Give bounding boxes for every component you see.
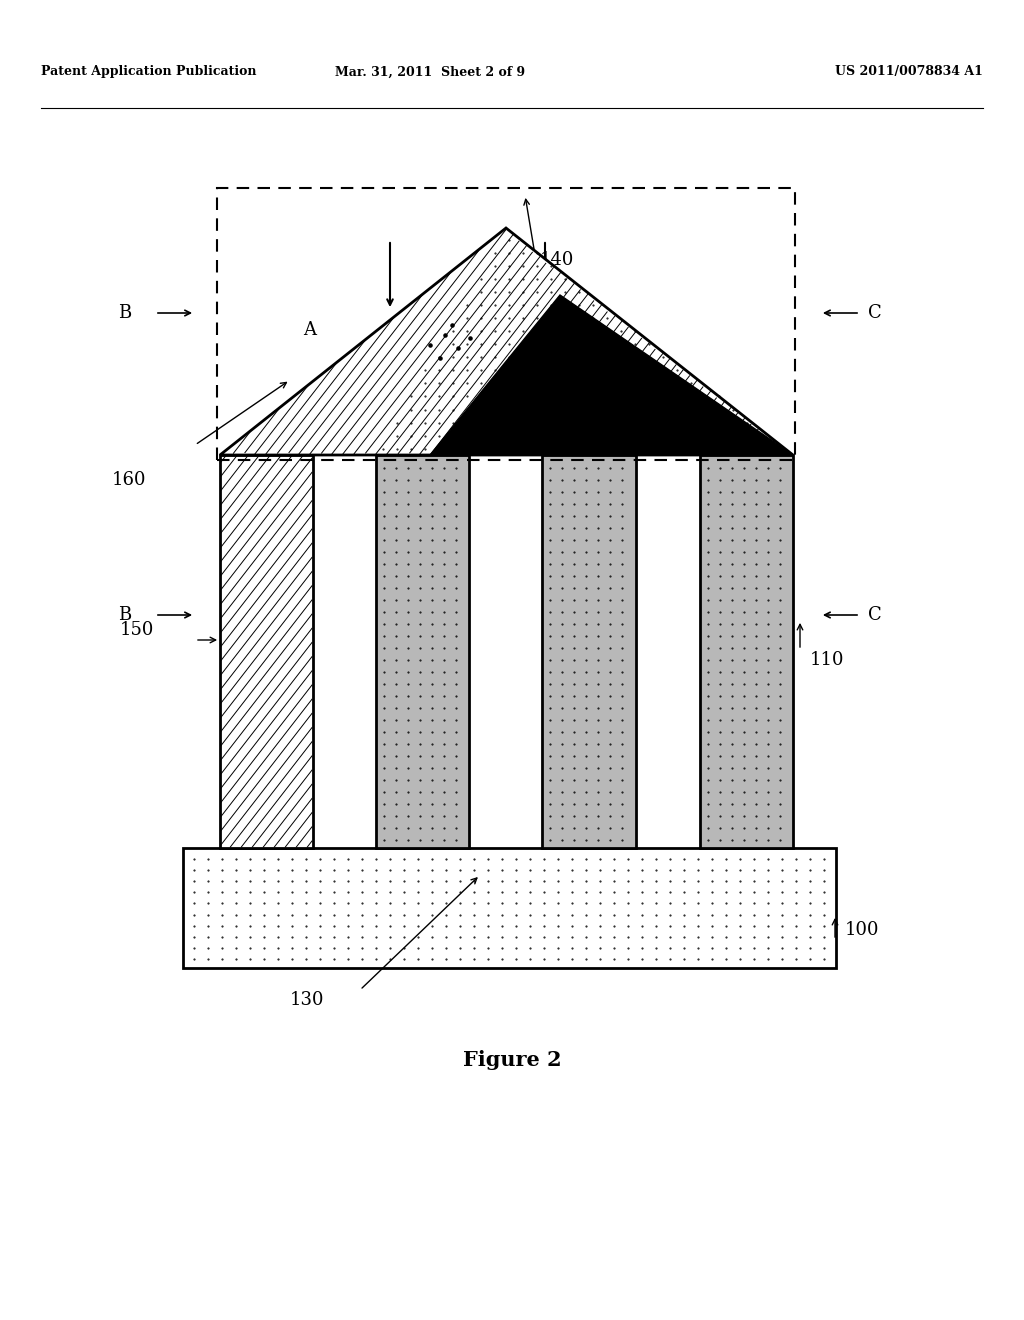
- Text: B: B: [119, 606, 132, 624]
- Text: 160: 160: [112, 471, 146, 488]
- Bar: [217, 187, 795, 459]
- Polygon shape: [220, 228, 793, 455]
- Text: 110: 110: [810, 651, 845, 669]
- Bar: [700, 455, 793, 847]
- Text: 140: 140: [540, 251, 574, 269]
- Text: Figure 2: Figure 2: [463, 1049, 561, 1071]
- Bar: [542, 455, 636, 847]
- Text: A: A: [303, 321, 316, 339]
- Text: 130: 130: [290, 991, 325, 1008]
- Text: 150: 150: [120, 620, 155, 639]
- Text: Patent Application Publication: Patent Application Publication: [41, 66, 256, 78]
- Text: 120: 120: [745, 491, 779, 510]
- Text: US 2011/0078834 A1: US 2011/0078834 A1: [836, 66, 983, 78]
- Bar: [220, 455, 313, 847]
- Text: A: A: [610, 321, 624, 339]
- Text: 100: 100: [845, 921, 880, 939]
- Bar: [376, 455, 469, 847]
- Polygon shape: [430, 294, 793, 455]
- Text: C: C: [868, 304, 882, 322]
- Text: B: B: [119, 304, 132, 322]
- Text: C: C: [868, 606, 882, 624]
- Bar: [183, 847, 836, 968]
- Text: Mar. 31, 2011  Sheet 2 of 9: Mar. 31, 2011 Sheet 2 of 9: [335, 66, 525, 78]
